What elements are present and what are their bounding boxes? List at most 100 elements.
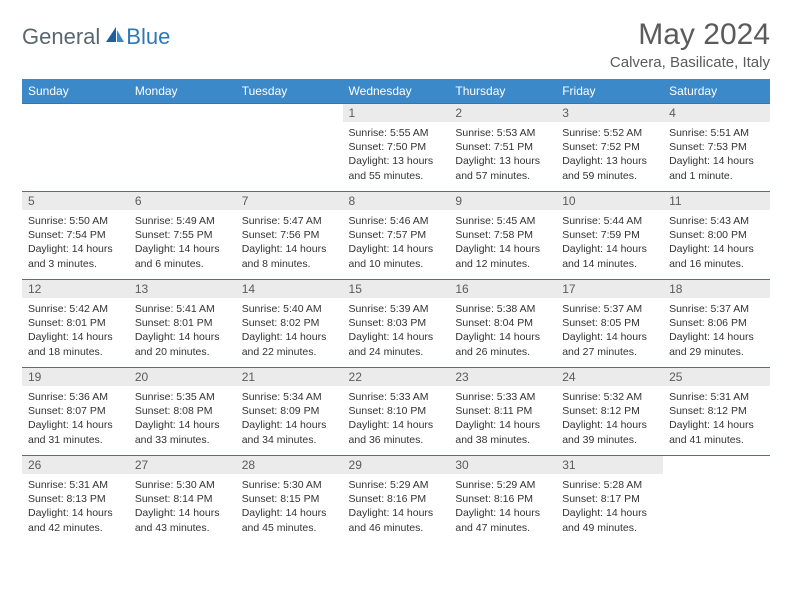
day-number: 22 [343, 368, 450, 386]
calendar-day-cell: 4Sunrise: 5:51 AMSunset: 7:53 PMDaylight… [663, 104, 770, 192]
sunrise-line: Sunrise: 5:52 AM [562, 126, 657, 140]
sunrise-line: Sunrise: 5:29 AM [349, 478, 444, 492]
day-number: 10 [556, 192, 663, 210]
weekday-header: Monday [129, 79, 236, 104]
sunset-line: Sunset: 8:08 PM [135, 404, 230, 418]
daylight-line: Daylight: 14 hours and 8 minutes. [242, 242, 337, 270]
day-number: 30 [449, 456, 556, 474]
calendar-table: SundayMondayTuesdayWednesdayThursdayFrid… [22, 79, 770, 544]
daylight-line: Daylight: 14 hours and 33 minutes. [135, 418, 230, 446]
sunset-line: Sunset: 7:58 PM [455, 228, 550, 242]
calendar-day-cell: 20Sunrise: 5:35 AMSunset: 8:08 PMDayligh… [129, 368, 236, 456]
daylight-line: Daylight: 14 hours and 42 minutes. [28, 506, 123, 534]
day-number: 7 [236, 192, 343, 210]
day-number: 17 [556, 280, 663, 298]
sunrise-line: Sunrise: 5:35 AM [135, 390, 230, 404]
calendar-day-cell: 5Sunrise: 5:50 AMSunset: 7:54 PMDaylight… [22, 192, 129, 280]
day-number: 23 [449, 368, 556, 386]
daylight-line: Daylight: 14 hours and 27 minutes. [562, 330, 657, 358]
day-details: Sunrise: 5:31 AMSunset: 8:12 PMDaylight:… [663, 386, 770, 449]
calendar-empty-cell [663, 456, 770, 544]
day-details: Sunrise: 5:29 AMSunset: 8:16 PMDaylight:… [343, 474, 450, 537]
sunset-line: Sunset: 8:01 PM [28, 316, 123, 330]
sunset-line: Sunset: 8:05 PM [562, 316, 657, 330]
calendar-page: General Blue May 2024 Calvera, Basilicat… [0, 0, 792, 544]
sunrise-line: Sunrise: 5:36 AM [28, 390, 123, 404]
sunrise-line: Sunrise: 5:38 AM [455, 302, 550, 316]
sunset-line: Sunset: 8:15 PM [242, 492, 337, 506]
sunrise-line: Sunrise: 5:34 AM [242, 390, 337, 404]
day-number: 26 [22, 456, 129, 474]
day-number: 18 [663, 280, 770, 298]
day-number: 14 [236, 280, 343, 298]
day-details: Sunrise: 5:43 AMSunset: 8:00 PMDaylight:… [663, 210, 770, 273]
calendar-day-cell: 29Sunrise: 5:29 AMSunset: 8:16 PMDayligh… [343, 456, 450, 544]
sunrise-line: Sunrise: 5:40 AM [242, 302, 337, 316]
daylight-line: Daylight: 14 hours and 24 minutes. [349, 330, 444, 358]
calendar-day-cell: 26Sunrise: 5:31 AMSunset: 8:13 PMDayligh… [22, 456, 129, 544]
day-number: 27 [129, 456, 236, 474]
sunrise-line: Sunrise: 5:45 AM [455, 214, 550, 228]
calendar-day-cell: 25Sunrise: 5:31 AMSunset: 8:12 PMDayligh… [663, 368, 770, 456]
sunset-line: Sunset: 7:54 PM [28, 228, 123, 242]
calendar-day-cell: 7Sunrise: 5:47 AMSunset: 7:56 PMDaylight… [236, 192, 343, 280]
sunrise-line: Sunrise: 5:33 AM [455, 390, 550, 404]
sunset-line: Sunset: 8:02 PM [242, 316, 337, 330]
sunset-line: Sunset: 7:55 PM [135, 228, 230, 242]
calendar-day-cell: 16Sunrise: 5:38 AMSunset: 8:04 PMDayligh… [449, 280, 556, 368]
day-details: Sunrise: 5:52 AMSunset: 7:52 PMDaylight:… [556, 122, 663, 185]
sunset-line: Sunset: 8:10 PM [349, 404, 444, 418]
weekday-header: Saturday [663, 79, 770, 104]
day-details: Sunrise: 5:29 AMSunset: 8:16 PMDaylight:… [449, 474, 556, 537]
weekday-header: Thursday [449, 79, 556, 104]
sunset-line: Sunset: 8:06 PM [669, 316, 764, 330]
calendar-day-cell: 18Sunrise: 5:37 AMSunset: 8:06 PMDayligh… [663, 280, 770, 368]
sunrise-line: Sunrise: 5:31 AM [28, 478, 123, 492]
calendar-day-cell: 27Sunrise: 5:30 AMSunset: 8:14 PMDayligh… [129, 456, 236, 544]
day-number: 16 [449, 280, 556, 298]
day-details: Sunrise: 5:39 AMSunset: 8:03 PMDaylight:… [343, 298, 450, 361]
day-details: Sunrise: 5:35 AMSunset: 8:08 PMDaylight:… [129, 386, 236, 449]
sunrise-line: Sunrise: 5:33 AM [349, 390, 444, 404]
day-number: 13 [129, 280, 236, 298]
sunrise-line: Sunrise: 5:53 AM [455, 126, 550, 140]
day-details: Sunrise: 5:47 AMSunset: 7:56 PMDaylight:… [236, 210, 343, 273]
daylight-line: Daylight: 14 hours and 47 minutes. [455, 506, 550, 534]
sunset-line: Sunset: 7:53 PM [669, 140, 764, 154]
day-details: Sunrise: 5:31 AMSunset: 8:13 PMDaylight:… [22, 474, 129, 537]
day-details: Sunrise: 5:46 AMSunset: 7:57 PMDaylight:… [343, 210, 450, 273]
calendar-day-cell: 14Sunrise: 5:40 AMSunset: 8:02 PMDayligh… [236, 280, 343, 368]
day-number: 3 [556, 104, 663, 122]
day-details: Sunrise: 5:49 AMSunset: 7:55 PMDaylight:… [129, 210, 236, 273]
daylight-line: Daylight: 14 hours and 39 minutes. [562, 418, 657, 446]
sunrise-line: Sunrise: 5:32 AM [562, 390, 657, 404]
day-details: Sunrise: 5:38 AMSunset: 8:04 PMDaylight:… [449, 298, 556, 361]
daylight-line: Daylight: 14 hours and 1 minute. [669, 154, 764, 182]
calendar-day-cell: 23Sunrise: 5:33 AMSunset: 8:11 PMDayligh… [449, 368, 556, 456]
daylight-line: Daylight: 14 hours and 38 minutes. [455, 418, 550, 446]
sunrise-line: Sunrise: 5:29 AM [455, 478, 550, 492]
calendar-day-cell: 6Sunrise: 5:49 AMSunset: 7:55 PMDaylight… [129, 192, 236, 280]
day-number: 11 [663, 192, 770, 210]
day-details: Sunrise: 5:55 AMSunset: 7:50 PMDaylight:… [343, 122, 450, 185]
sunrise-line: Sunrise: 5:49 AM [135, 214, 230, 228]
calendar-day-cell: 2Sunrise: 5:53 AMSunset: 7:51 PMDaylight… [449, 104, 556, 192]
calendar-day-cell: 9Sunrise: 5:45 AMSunset: 7:58 PMDaylight… [449, 192, 556, 280]
day-details: Sunrise: 5:50 AMSunset: 7:54 PMDaylight:… [22, 210, 129, 273]
sunrise-line: Sunrise: 5:46 AM [349, 214, 444, 228]
day-number: 31 [556, 456, 663, 474]
day-details: Sunrise: 5:41 AMSunset: 8:01 PMDaylight:… [129, 298, 236, 361]
brand-part1: General [22, 24, 100, 50]
day-number: 6 [129, 192, 236, 210]
weekday-header: Wednesday [343, 79, 450, 104]
sunrise-line: Sunrise: 5:37 AM [562, 302, 657, 316]
day-details: Sunrise: 5:44 AMSunset: 7:59 PMDaylight:… [556, 210, 663, 273]
day-details: Sunrise: 5:37 AMSunset: 8:06 PMDaylight:… [663, 298, 770, 361]
day-number: 12 [22, 280, 129, 298]
calendar-day-cell: 8Sunrise: 5:46 AMSunset: 7:57 PMDaylight… [343, 192, 450, 280]
daylight-line: Daylight: 13 hours and 55 minutes. [349, 154, 444, 182]
sunset-line: Sunset: 8:09 PM [242, 404, 337, 418]
calendar-day-cell: 28Sunrise: 5:30 AMSunset: 8:15 PMDayligh… [236, 456, 343, 544]
calendar-day-cell: 31Sunrise: 5:28 AMSunset: 8:17 PMDayligh… [556, 456, 663, 544]
sunset-line: Sunset: 8:12 PM [562, 404, 657, 418]
